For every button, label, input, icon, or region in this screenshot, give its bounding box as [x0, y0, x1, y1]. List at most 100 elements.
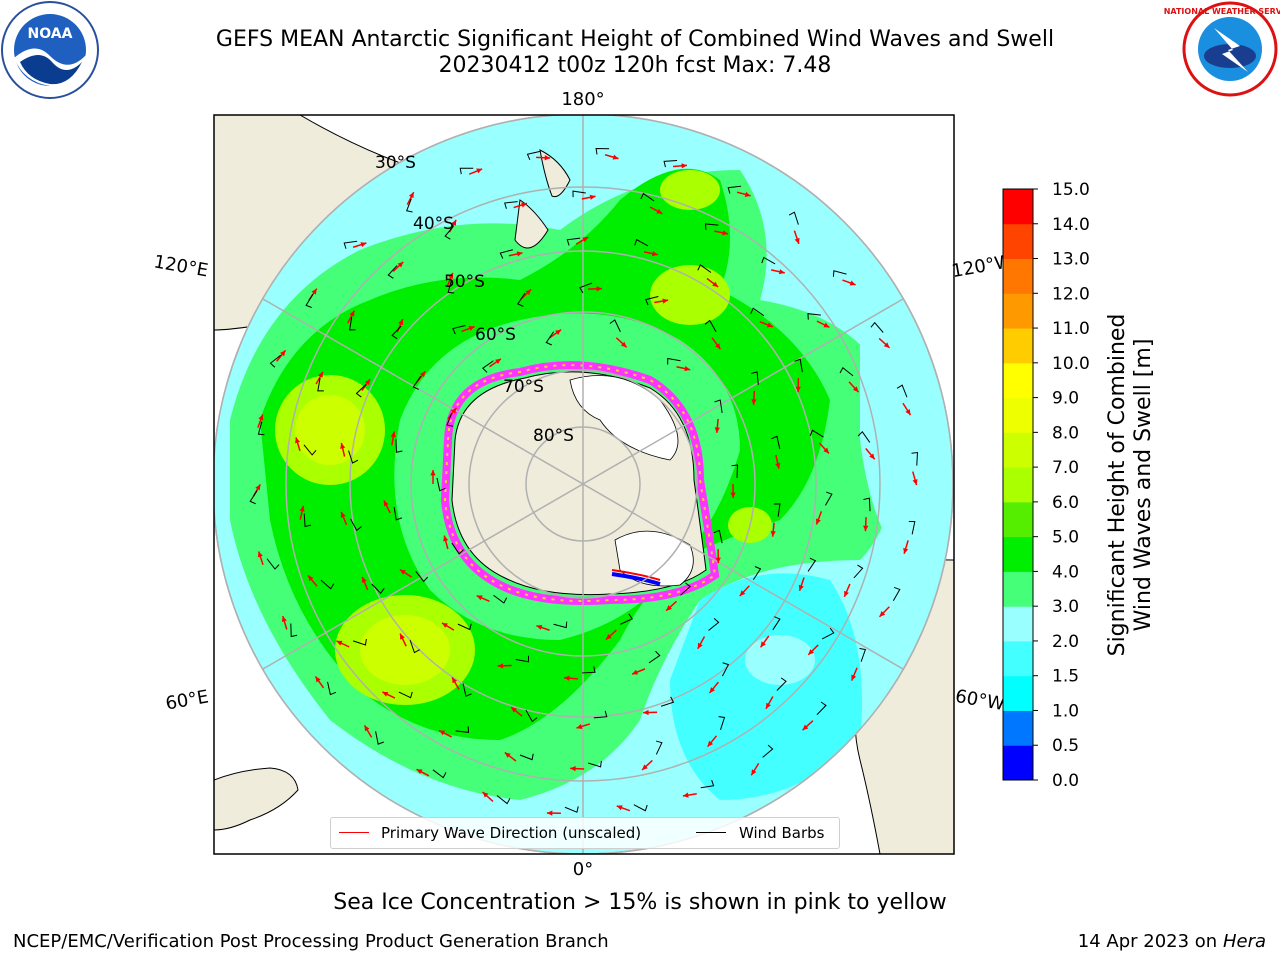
wind-barb [648, 650, 661, 664]
wave-arrow-head [823, 322, 830, 328]
wind-barb [697, 264, 712, 273]
colorbar-tick-label: 7.0 [1052, 458, 1079, 478]
wave-arrow-head [697, 642, 703, 649]
wave-arrow-head [766, 322, 773, 328]
colorbar-segment [1003, 606, 1033, 642]
wind-barb [412, 375, 422, 390]
colorbar-segment [1003, 189, 1033, 225]
wind-barb [519, 753, 534, 761]
sea-ice-note: Sea Ice Concentration > 15% is shown in … [333, 890, 947, 915]
colorbar-segment [1003, 432, 1033, 468]
wave-arrow-head [883, 342, 890, 348]
legend-label-wave: Primary Wave Direction (unscaled) [381, 824, 642, 842]
colorbar-frame [1002, 188, 1034, 781]
wind-barb [249, 490, 258, 505]
wave-arrow-head [582, 237, 589, 243]
wave-arrow-head [802, 724, 809, 731]
colorbar-tick-label: 12.0 [1052, 284, 1090, 304]
wind-barb [482, 360, 494, 373]
wave-arrow-head [349, 310, 355, 317]
wave-arrow-head [851, 674, 857, 681]
wind-barb [663, 160, 678, 168]
colorbar-tick-label: 1.0 [1052, 701, 1079, 721]
wind-barb [459, 167, 474, 175]
wind-barb [387, 265, 398, 279]
colorbar-tick-label: 0.5 [1052, 736, 1079, 756]
wave-arrow-head [651, 251, 658, 257]
wave-arrow-head [317, 371, 323, 378]
wind-barb [821, 627, 835, 640]
wind-barb [305, 293, 314, 309]
wave-arrow-head [360, 242, 367, 248]
wave-arrow-head [482, 792, 489, 798]
wind-barb [327, 681, 337, 696]
wave-arrow-head [441, 622, 448, 628]
wave-arrow-head [808, 649, 814, 655]
wind-barb [713, 529, 723, 544]
wave-arrow-head [255, 484, 261, 491]
wind-barb [517, 292, 526, 307]
wind-barb [582, 666, 596, 674]
footer-machine: Hera [1222, 931, 1266, 952]
wave-arrow-head [770, 531, 776, 537]
wind-barb [896, 384, 908, 398]
wind-barb [863, 497, 871, 512]
wind-barb [794, 358, 803, 373]
wind-barb [824, 491, 833, 506]
colorbar-tick-label: 2.0 [1052, 632, 1079, 652]
wind-barb [348, 316, 356, 331]
wave-arrow-head [722, 230, 729, 236]
wave-arrow-head [257, 551, 263, 558]
wave-arrow-head [295, 437, 301, 444]
wind-barb [772, 616, 781, 631]
wave-arrow-head [443, 535, 449, 542]
wave-arrow-head [495, 358, 502, 365]
colorbar-label-line2: Wind Waves and Swell [m] [1131, 339, 1156, 632]
legend-label-wind: Wind Barbs [739, 824, 825, 842]
colorbar-segment [1003, 293, 1033, 329]
wind-barb [455, 726, 470, 733]
wave-arrow-head [570, 766, 576, 772]
wave-arrow-head [760, 641, 766, 648]
wave-arrow-head [823, 447, 829, 454]
colorbar: 0.0 0.5 1.0 1.5 2.0 3.0 4.0 5.0 6.0 7.0 8.0 9.0 10.0… [1002, 180, 1090, 791]
wave-arrow-head [383, 500, 389, 507]
wind-barb [350, 518, 362, 532]
wind-barb [499, 249, 514, 259]
wave-arrow-head [712, 281, 719, 287]
wind-barb [462, 683, 472, 697]
wind-barb [343, 240, 358, 249]
colorbar-tick-label: 10.0 [1052, 354, 1090, 374]
wind-barb [398, 691, 413, 699]
wind-barb [776, 677, 787, 691]
wind-barb [375, 731, 384, 745]
footer-date-text: 14 Apr 2023 on [1077, 931, 1223, 952]
colorbar-tick-label: 0.0 [1052, 771, 1079, 791]
colorbar-tick-label: 8.0 [1052, 423, 1079, 443]
footer-organization: NCEP/EMC/Verification Post Processing Pr… [13, 931, 609, 952]
wave-arrow-head [714, 427, 720, 433]
nws-wordmark: NATIONAL WEATHER SERVICE [1164, 7, 1280, 16]
wave-arrow-head [715, 557, 721, 564]
colorbar-tick-label: 4.0 [1052, 562, 1079, 582]
colorbar-tick-label: 11.0 [1052, 319, 1090, 339]
wind-barb [620, 613, 633, 625]
wind-barb [832, 270, 847, 277]
wave-arrow-head [620, 341, 627, 348]
continent-africa [214, 767, 299, 831]
wave-arrow-head [315, 676, 321, 683]
wind-barb [807, 313, 821, 320]
noaa-logo: NOAA [1, 1, 99, 99]
colorbar-segment [1003, 328, 1033, 364]
wind-barb [444, 225, 454, 240]
lat-label-50s: 50°S [444, 272, 485, 292]
wind-barb [593, 710, 608, 719]
wind-barb [700, 779, 715, 789]
lon-label-0: 0° [573, 859, 593, 880]
wave-arrow-head [452, 677, 458, 684]
wind-barb [525, 709, 538, 723]
wind-barb [721, 662, 730, 677]
map-legend: Primary Wave Direction (unscaled) Wind B… [330, 817, 840, 849]
map-subtitle: 20230412 t00z 120h fcst Max: 7.48 [438, 53, 832, 78]
